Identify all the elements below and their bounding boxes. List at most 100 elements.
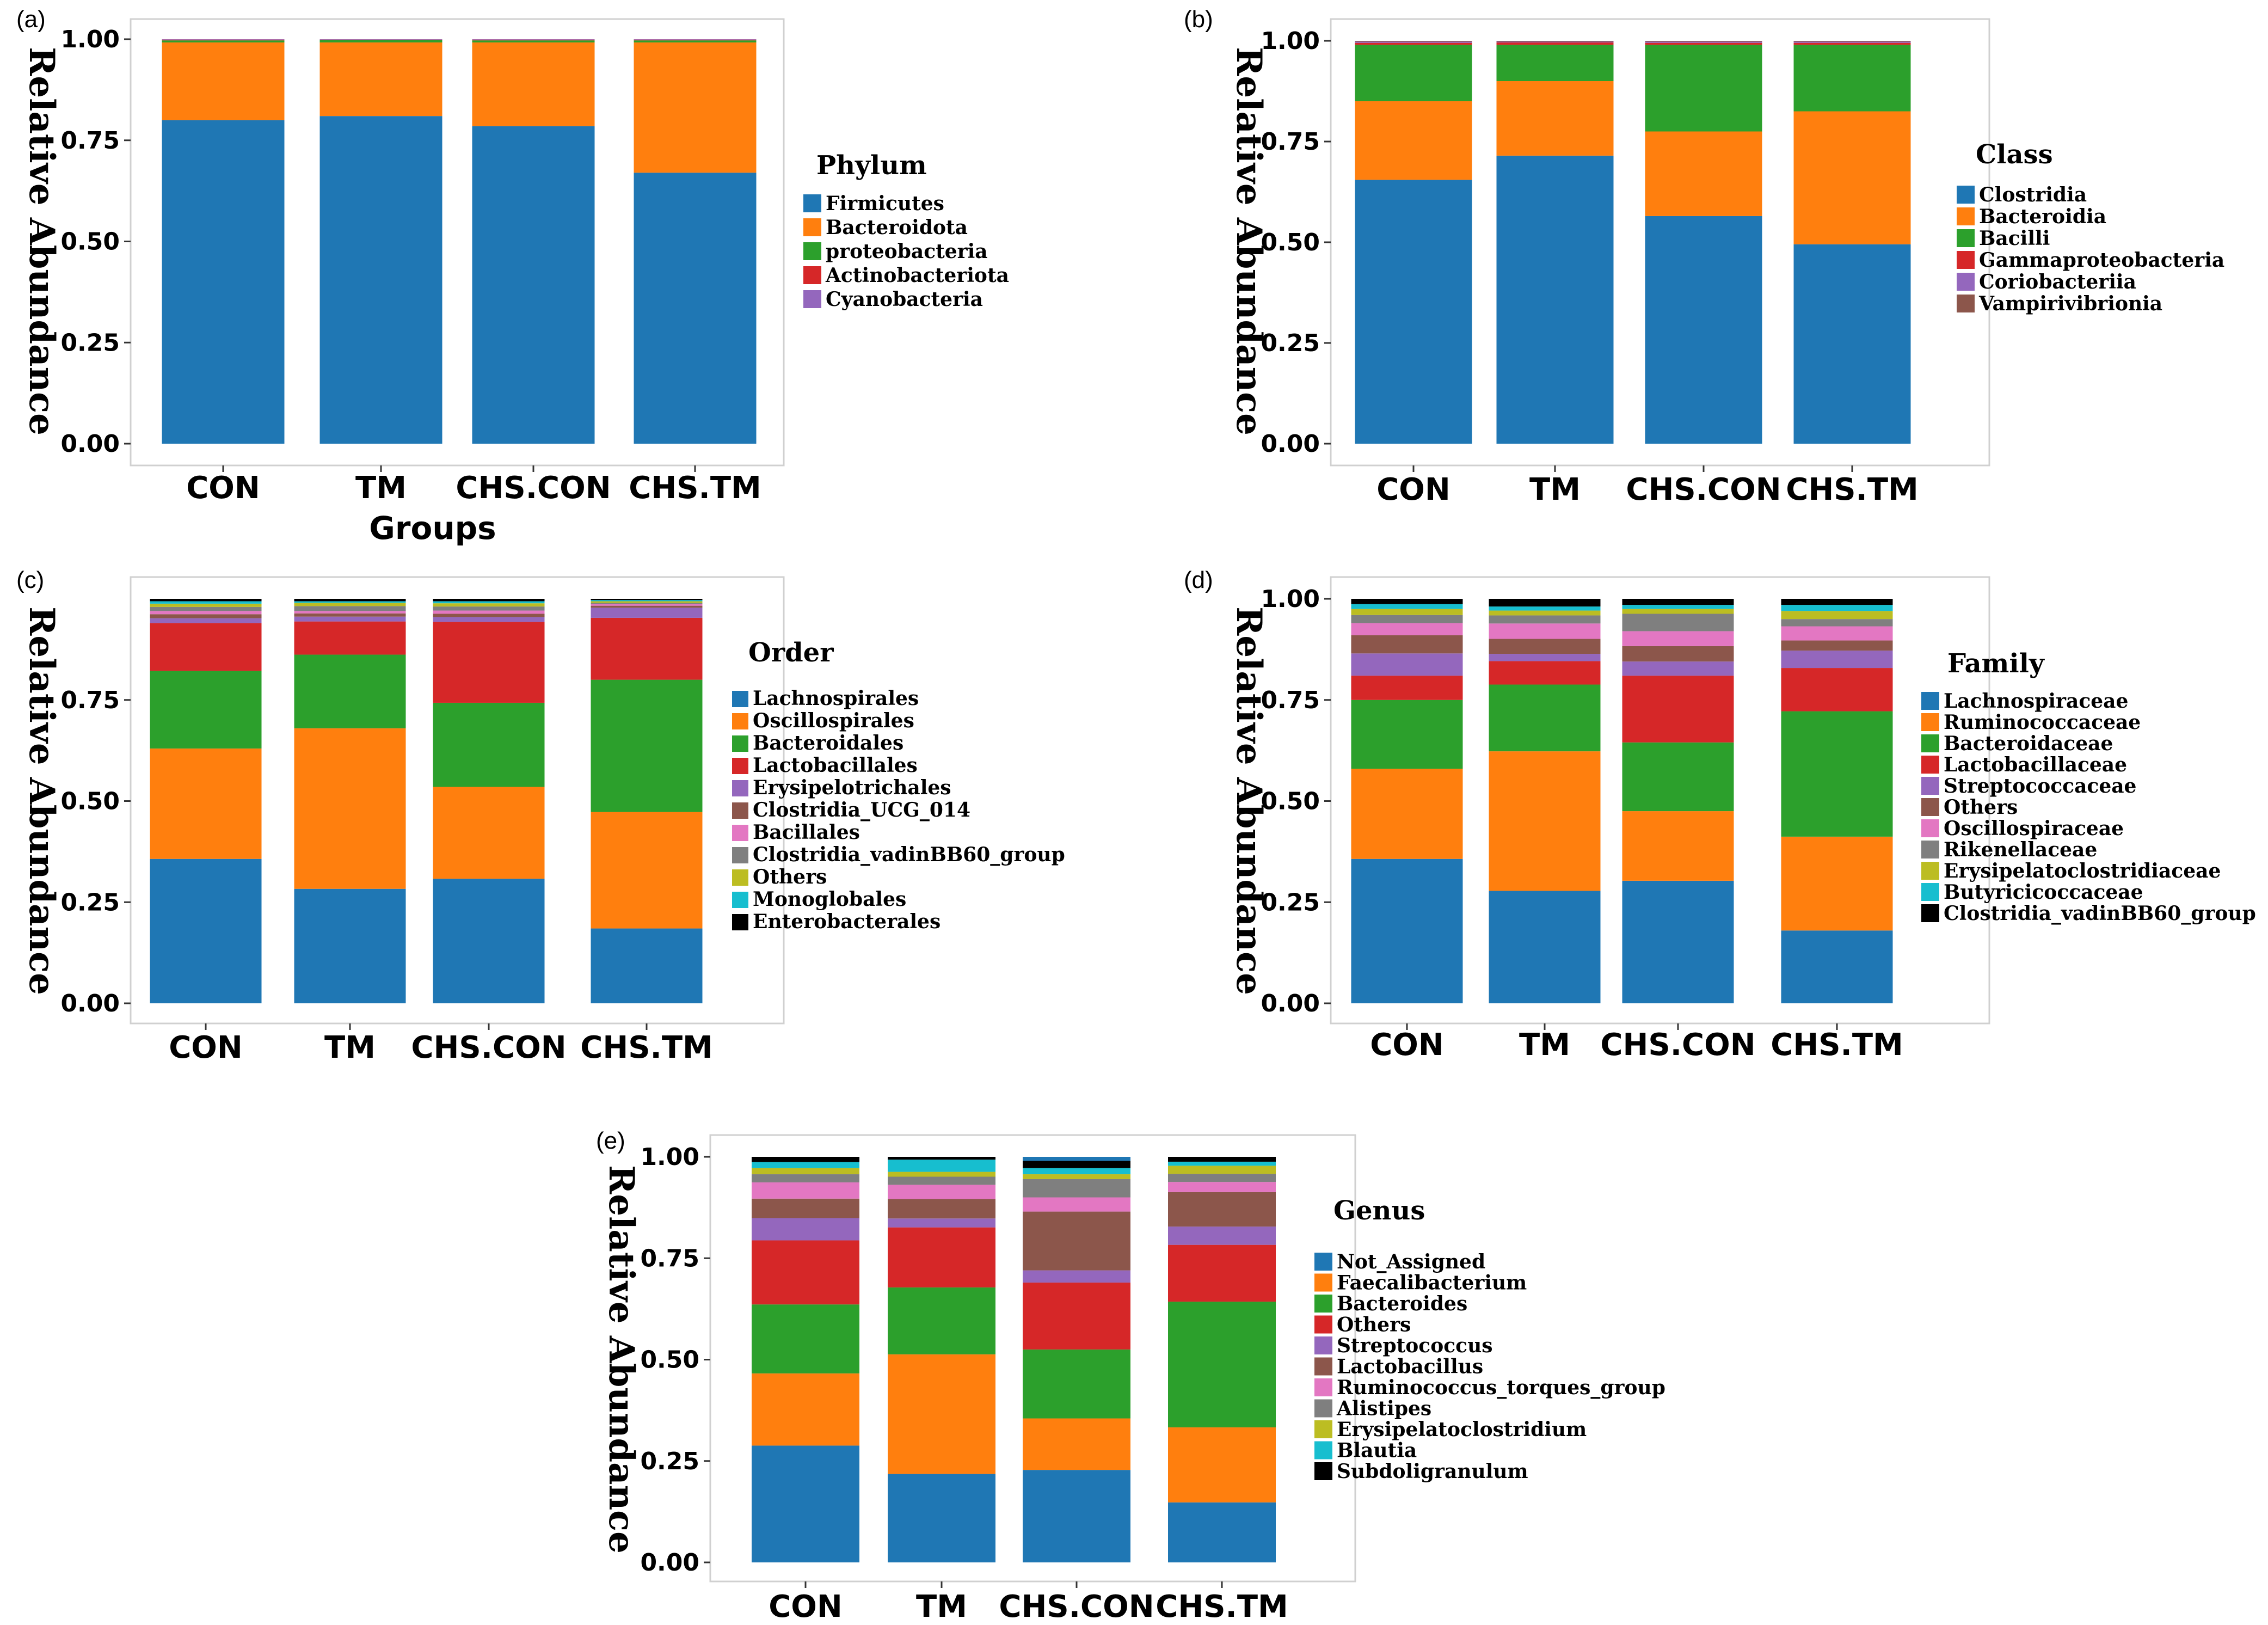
- bar-segment-con-lachnospiraceae[interactable]: [1351, 859, 1463, 1003]
- bar-segment-chs-tm-lactobacillaceae[interactable]: [1781, 668, 1893, 712]
- bar-segment-tm-lactobacillaceae[interactable]: [1489, 661, 1601, 685]
- bar-segment-con-bacteroidia[interactable]: [1355, 101, 1472, 180]
- bar-segment-chs-con-faecalibacterium[interactable]: [1023, 1418, 1130, 1470]
- bar-segment-con-coriobacteriia[interactable]: [1355, 41, 1472, 43]
- bar-segment-chs-con-clostridia_vadinbb60_group[interactable]: [433, 606, 545, 611]
- bar-segment-chs-con-bacteroidaceae[interactable]: [1622, 742, 1734, 812]
- bar-segment-con-bacillales[interactable]: [150, 611, 262, 615]
- bar-segment-chs-con-lactobacillus[interactable]: [1023, 1211, 1130, 1271]
- bar-segment-con-lactobacillaceae[interactable]: [1351, 676, 1463, 700]
- bar-segment-tm-clostridia_vadinbb60_group[interactable]: [294, 606, 406, 611]
- bar-segment-chs-con-lachnospirales[interactable]: [433, 879, 545, 1003]
- bar-segment-con-bacilli[interactable]: [1355, 45, 1472, 101]
- bar-segment-con-rikenellaceae[interactable]: [1351, 615, 1463, 623]
- bar-segment-chs-tm-lachnospiraceae[interactable]: [1781, 930, 1893, 1003]
- bar-segment-con-bacteroidales[interactable]: [150, 671, 262, 749]
- bar-segment-chs-con-lactobacillaceae[interactable]: [1622, 676, 1734, 743]
- bar-segment-chs-con-streptococcus[interactable]: [1023, 1270, 1130, 1283]
- bar-segment-chs-con-rikenellaceae[interactable]: [1622, 614, 1734, 631]
- bar-segment-tm-monoglobales[interactable]: [294, 601, 406, 603]
- bar-segment-tm-streptococcaceae[interactable]: [1489, 654, 1601, 661]
- bar-segment-con-clostridia_ucg_014[interactable]: [150, 614, 262, 618]
- bar-segment-chs-con-alistipes[interactable]: [1023, 1179, 1130, 1198]
- bar-segment-con-blautia[interactable]: [752, 1162, 859, 1168]
- bar-segment-chs-con-blautia[interactable]: [1023, 1168, 1130, 1175]
- bar-segment-con-clostridia_vadinbb60_group[interactable]: [1351, 599, 1463, 604]
- bar-segment-chs-con-lachnospiraceae[interactable]: [1622, 880, 1734, 1003]
- bar-segment-tm-enterobacterales[interactable]: [294, 599, 406, 602]
- bar-segment-con-butyricicoccaceae[interactable]: [1351, 604, 1463, 609]
- bar-segment-chs-tm-enterobacterales[interactable]: [591, 599, 703, 600]
- bar-segment-chs-con-proteobacteria[interactable]: [472, 40, 595, 42]
- bar-segment-tm-erysipelatoclostridiaceae[interactable]: [1489, 610, 1601, 616]
- bar-segment-chs-con-clostridia[interactable]: [1645, 216, 1762, 444]
- bar-segment-chs-con-erysipelatoclostridiaceae[interactable]: [1622, 609, 1734, 614]
- bar-segment-chs-con-enterobacterales[interactable]: [433, 599, 545, 602]
- bar-segment-tm-bacteroidaceae[interactable]: [1489, 684, 1601, 752]
- bar-segment-con-gammaproteobacteria[interactable]: [1355, 42, 1472, 45]
- bar-segment-tm-faecalibacterium[interactable]: [888, 1354, 995, 1474]
- bar-segment-tm-clostridia_vadinbb60_group[interactable]: [1489, 599, 1601, 607]
- bar-segment-tm-others[interactable]: [1489, 639, 1601, 654]
- bar-segment-chs-con-erysipelatoclostridium[interactable]: [1023, 1174, 1130, 1179]
- bar-segment-chs-con-others[interactable]: [1622, 646, 1734, 662]
- bar-segment-tm-subdoligranulum[interactable]: [888, 1157, 995, 1160]
- bar-segment-tm-rikenellaceae[interactable]: [1489, 615, 1601, 624]
- bar-segment-tm-lactobacillus[interactable]: [888, 1199, 995, 1219]
- bar-segment-con-streptococcus[interactable]: [752, 1218, 859, 1241]
- bar-segment-chs-con-others[interactable]: [1023, 1282, 1130, 1350]
- bar-segment-tm-gammaproteobacteria[interactable]: [1496, 42, 1614, 45]
- bar-segment-chs-tm-clostridia_ucg_014[interactable]: [591, 605, 703, 608]
- bar-segment-chs-con-bacillales[interactable]: [433, 610, 545, 614]
- bar-segment-con-cyanobacteria[interactable]: [162, 39, 285, 40]
- bar-segment-tm-bacillales[interactable]: [294, 611, 406, 614]
- bar-segment-chs-tm-bacteroidaceae[interactable]: [1781, 711, 1893, 837]
- bar-segment-con-ruminococcaceae[interactable]: [1351, 769, 1463, 859]
- bar-segment-chs-con-gammaproteobacteria[interactable]: [1645, 42, 1762, 45]
- bar-segment-con-proteobacteria[interactable]: [162, 40, 285, 42]
- bar-segment-tm-firmicutes[interactable]: [319, 116, 442, 444]
- bar-segment-tm-not_assigned[interactable]: [888, 1474, 995, 1562]
- bar-segment-chs-tm-others[interactable]: [1168, 1244, 1276, 1302]
- bar-segment-tm-lachnospirales[interactable]: [294, 888, 406, 1003]
- bar-segment-chs-con-oscillospiraceae[interactable]: [1622, 631, 1734, 646]
- bar-segment-chs-con-lactobacillales[interactable]: [433, 622, 545, 703]
- bar-segment-chs-tm-lactobacillus[interactable]: [1168, 1192, 1276, 1227]
- bar-segment-con-monoglobales[interactable]: [150, 601, 262, 604]
- bar-segment-chs-con-ruminococcaceae[interactable]: [1622, 811, 1734, 881]
- bar-segment-chs-con-ruminococcus_torques_group[interactable]: [1023, 1197, 1130, 1212]
- bar-segment-tm-oscillospirales[interactable]: [294, 728, 406, 889]
- bar-segment-tm-clostridia[interactable]: [1496, 155, 1614, 444]
- bar-segment-tm-erysipelotrichales[interactable]: [294, 616, 406, 622]
- bar-segment-chs-tm-others[interactable]: [591, 601, 703, 603]
- bar-segment-chs-con-others[interactable]: [433, 603, 545, 607]
- bar-segment-chs-con-bacteroidia[interactable]: [1645, 131, 1762, 216]
- bar-segment-con-clostridia_vadinbb60_group[interactable]: [150, 606, 262, 611]
- bar-segment-chs-con-oscillospirales[interactable]: [433, 787, 545, 879]
- bar-segment-con-erysipelatoclostridium[interactable]: [752, 1168, 859, 1175]
- bar-segment-con-lactobacillus[interactable]: [752, 1198, 859, 1218]
- bar-segment-chs-con-bacteroides[interactable]: [1023, 1349, 1130, 1419]
- bar-segment-tm-bacteroidales[interactable]: [294, 654, 406, 728]
- bar-segment-con-faecalibacterium[interactable]: [752, 1373, 859, 1446]
- bar-segment-chs-tm-not_assigned[interactable]: [1168, 1502, 1276, 1562]
- bar-segment-chs-con-coriobacteriia[interactable]: [1645, 41, 1762, 43]
- bar-segment-con-others[interactable]: [1351, 635, 1463, 654]
- bar-segment-tm-blautia[interactable]: [888, 1160, 995, 1172]
- bar-segment-tm-coriobacteriia[interactable]: [1496, 41, 1614, 42]
- bar-segment-tm-clostridia_ucg_014[interactable]: [294, 613, 406, 617]
- bar-segment-chs-tm-clostridia_vadinbb60_group[interactable]: [591, 603, 703, 604]
- bar-segment-chs-tm-bacillales[interactable]: [591, 604, 703, 606]
- bar-segment-chs-tm-bacteroidia[interactable]: [1793, 111, 1911, 244]
- bar-segment-chs-tm-rikenellaceae[interactable]: [1781, 619, 1893, 627]
- bar-segment-con-firmicutes[interactable]: [162, 120, 285, 444]
- bar-segment-tm-ruminococcus_torques_group[interactable]: [888, 1185, 995, 1199]
- bar-segment-con-bacteroidota[interactable]: [162, 42, 285, 120]
- bar-segment-chs-tm-erysipelatoclostridium[interactable]: [1168, 1166, 1276, 1174]
- bar-segment-tm-bacteroidota[interactable]: [319, 42, 442, 116]
- bar-segment-tm-lactobacillales[interactable]: [294, 621, 406, 655]
- bar-segment-chs-tm-proteobacteria[interactable]: [634, 40, 757, 42]
- bar-segment-chs-con-butyricicoccaceae[interactable]: [1622, 605, 1734, 609]
- bar-segment-chs-tm-coriobacteriia[interactable]: [1793, 41, 1911, 43]
- bar-segment-chs-con-subdoligranulum[interactable]: [1023, 1161, 1130, 1168]
